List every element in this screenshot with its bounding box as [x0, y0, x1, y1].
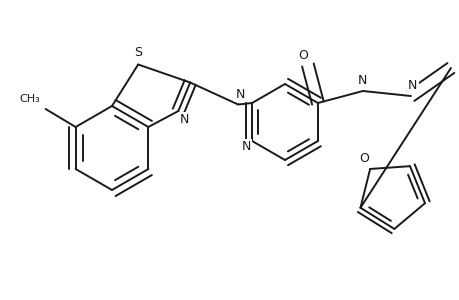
- Text: CH₃: CH₃: [19, 94, 39, 104]
- Text: N: N: [358, 74, 367, 86]
- Text: N: N: [235, 88, 244, 101]
- Text: N: N: [241, 140, 250, 152]
- Text: O: O: [297, 49, 307, 62]
- Text: O: O: [358, 152, 368, 166]
- Text: N: N: [407, 79, 417, 92]
- Text: N: N: [179, 112, 189, 125]
- Text: S: S: [134, 46, 142, 59]
